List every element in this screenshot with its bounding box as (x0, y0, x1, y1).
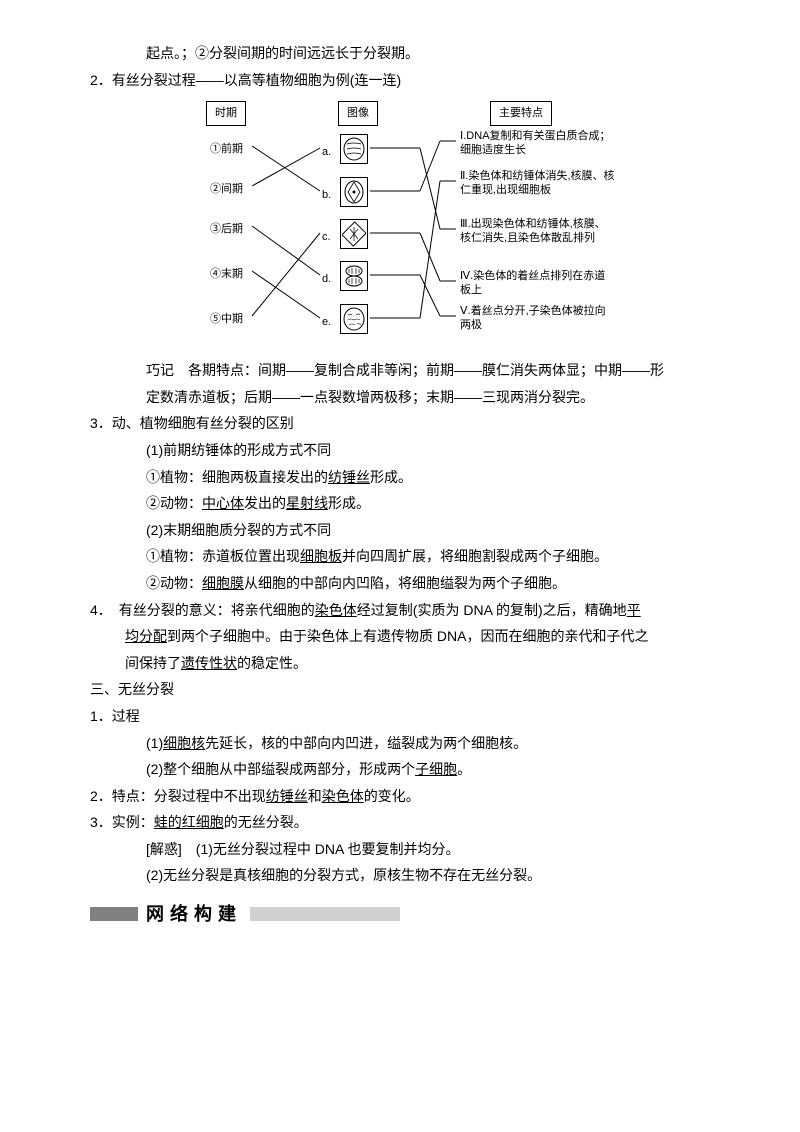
bar-title: 网络构建 (142, 897, 246, 931)
t: (2)整个细胞从中部缢裂成两部分，形成两个 (146, 761, 415, 777)
t: ①植物：细胞两极直接发出的 (146, 469, 328, 485)
t: 特点：分裂过程中不出现 (112, 788, 266, 804)
s3-e: ①植物：赤道板位置出现细胞板并向四周扩展，将细胞割裂成两个子细胞。 (146, 543, 710, 570)
s3-c: ②动物：中心体发出的星射线形成。 (146, 490, 710, 517)
s3-b: ①植物：细胞两极直接发出的纺锤丝形成。 (146, 464, 710, 491)
u: 细胞板 (300, 548, 342, 564)
u: 子细胞 (415, 761, 457, 777)
t: ①植物：赤道板位置出现 (146, 548, 300, 564)
t: 先延长，核的中部向内凹进，缢裂成为两个细胞核。 (205, 735, 527, 751)
bar-post (250, 907, 400, 921)
num: 1． (90, 708, 112, 724)
num: 2． (90, 788, 112, 804)
item-4-l2: 均分配到两个子细胞中。由于染色体上有遗传物质 DNA，因而在细胞的亲代和子代之 (125, 623, 710, 650)
t: 经过复制(实质为 DNA 的复制)之后，精确地 (357, 602, 627, 618)
t: 的无丝分裂。 (224, 814, 308, 830)
continuation-line: 起点。；②分裂间期的时间远远长于分裂期。 (146, 40, 710, 67)
text: 有丝分裂过程——以高等植物细胞为例(连一连) (112, 72, 401, 88)
t: 和 (308, 788, 322, 804)
t: 有丝分裂的意义：将亲代细胞的 (105, 602, 315, 618)
qiaoji-line2: 定数清赤道板；后期——一点裂数增两极移；末期——三现两消分裂完。 (146, 384, 710, 411)
u: 细胞膜 (202, 575, 244, 591)
s3-f: ②动物：细胞膜从细胞的中部向内凹陷，将细胞缢裂为两个子细胞。 (146, 570, 710, 597)
u: 中心体 (202, 495, 244, 511)
t: 形成。 (370, 469, 412, 485)
u: 染色体 (315, 602, 357, 618)
s3-a: (1)前期纺锤体的形成方式不同 (146, 437, 710, 464)
u: 遗传性状 (181, 655, 237, 671)
t: 并向四周扩展，将细胞割裂成两个子细胞。 (342, 548, 608, 564)
num: 3． (90, 814, 112, 830)
u: 纺锤丝 (266, 788, 308, 804)
t: 。 (457, 761, 471, 777)
u: 染色体 (322, 788, 364, 804)
w3-jie1: [解惑] (1)无丝分裂过程中 DNA 也要复制并均分。 (146, 836, 710, 863)
w2: 2．特点：分裂过程中不出现纺锤丝和染色体的变化。 (90, 783, 710, 810)
w1-b: (2)整个细胞从中部缢裂成两部分，形成两个子细胞。 (146, 756, 710, 783)
t: 到两个子细胞中。由于染色体上有遗传物质 DNA，因而在细胞的亲代和子代之 (167, 628, 648, 644)
t: 的变化。 (364, 788, 420, 804)
t: 从细胞的中部向内凹陷，将细胞缢裂为两个子细胞。 (244, 575, 566, 591)
num: 2． (90, 72, 112, 88)
section-bar: 网络构建 (90, 897, 710, 931)
item-4-l3: 间保持了遗传性状的稳定性。 (125, 650, 710, 677)
num: 3． (90, 415, 112, 431)
w3: 3．实例：蛙的红细胞的无丝分裂。 (90, 809, 710, 836)
qiaoji-line1: 巧记 各期特点：间期——复制合成非等闲；前期——膜仁消失两体显；中期——形 (146, 357, 710, 384)
u: 星射线 (286, 495, 328, 511)
t: 发出的 (244, 495, 286, 511)
num: 4． (90, 602, 105, 618)
t: 形成。 (328, 495, 370, 511)
t: 的稳定性。 (237, 655, 307, 671)
item-2: 2．有丝分裂过程——以高等植物细胞为例(连一连) (90, 67, 710, 94)
t: ②动物： (146, 495, 202, 511)
w1-a: (1)细胞核先延长，核的中部向内凹进，缢裂成为两个细胞核。 (146, 730, 710, 757)
u: 均分配 (125, 628, 167, 644)
w3-jie2: (2)无丝分裂是真核细胞的分裂方式，原核生物不存在无丝分裂。 (146, 862, 710, 889)
t: 过程 (112, 708, 140, 724)
t: (1) (146, 735, 163, 751)
t: ②动物： (146, 575, 202, 591)
u: 纺锤丝 (328, 469, 370, 485)
connection-lines (180, 99, 620, 349)
text: 动、植物细胞有丝分裂的区别 (112, 415, 294, 431)
u: 平 (627, 602, 641, 618)
matching-diagram: 时期图像主要特点①前期②间期③后期④末期⑤中期a.b.c.d.e.Ⅰ.DNA复制… (90, 99, 710, 349)
bar-pre (90, 907, 138, 921)
t: 三、无丝分裂 (90, 676, 174, 703)
w1: 1．过程 (90, 703, 710, 730)
s3-d: (2)末期细胞质分裂的方式不同 (146, 517, 710, 544)
u: 蛙的红细胞 (154, 814, 224, 830)
item-3: 3．动、植物细胞有丝分裂的区别 (90, 410, 710, 437)
section-3-head: 三、无丝分裂 (90, 676, 710, 703)
t: 间保持了 (125, 655, 181, 671)
item-4: 4． 有丝分裂的意义：将亲代细胞的染色体经过复制(实质为 DNA 的复制)之后，… (90, 597, 710, 624)
u: 细胞核 (163, 735, 205, 751)
t: 实例： (112, 814, 154, 830)
